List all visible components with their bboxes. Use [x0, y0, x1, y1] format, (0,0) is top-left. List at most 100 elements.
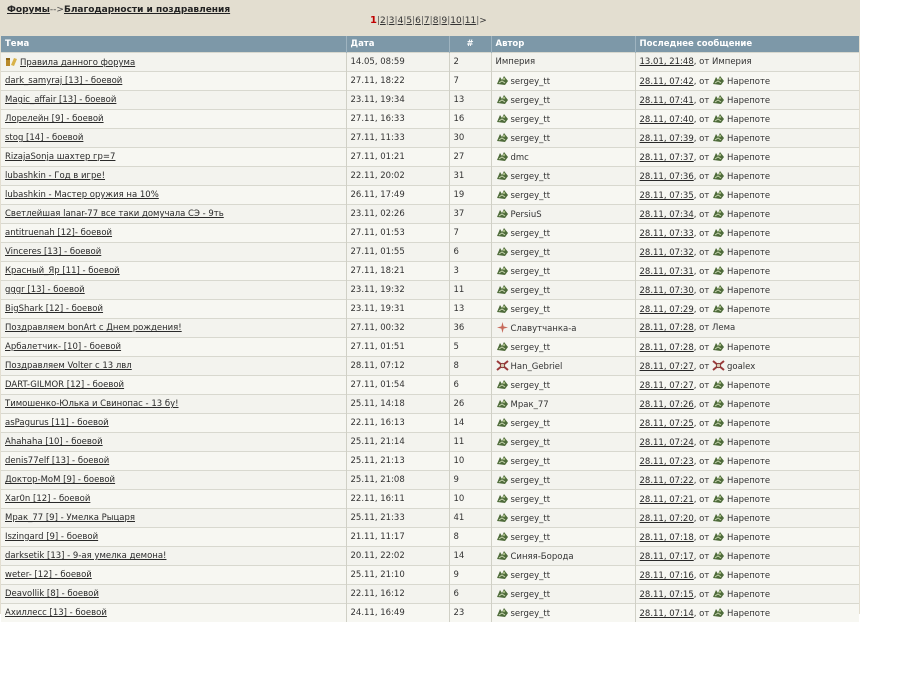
- last-post-link[interactable]: 28.11, 07:29: [639, 305, 694, 315]
- last-post-link[interactable]: 28.11, 07:36: [639, 172, 694, 182]
- topic-link[interactable]: Красный_Яр [11] - боевой: [5, 266, 120, 276]
- last-post-link[interactable]: 28.11, 07:25: [639, 419, 694, 429]
- page-link[interactable]: 5: [406, 16, 413, 26]
- clan-icon[interactable]: [496, 417, 509, 428]
- topic-link[interactable]: lubashkin - Мастер оружия на 10%: [5, 190, 159, 200]
- clan-icon[interactable]: [712, 417, 725, 428]
- topic-link[interactable]: Vinceres [13] - боевой: [5, 247, 102, 257]
- topic-link[interactable]: darksetik [13] - 9-ая умелка демона!: [5, 551, 167, 561]
- last-post-link[interactable]: 28.11, 07:35: [639, 191, 694, 201]
- page-link[interactable]: 11: [464, 16, 477, 26]
- topic-link[interactable]: Правила данного форума: [20, 58, 136, 68]
- topic-link[interactable]: Iszingard [9] - боевой: [5, 532, 99, 542]
- clan-icon[interactable]: [712, 379, 725, 390]
- clan-icon[interactable]: [712, 398, 725, 409]
- topic-link[interactable]: Magic_affair [13] - боевой: [5, 95, 117, 105]
- clan-icon[interactable]: [712, 265, 725, 276]
- page-link[interactable]: 7: [423, 16, 430, 26]
- last-post-link[interactable]: 28.11, 07:23: [639, 457, 694, 467]
- clan-icon[interactable]: [496, 227, 509, 238]
- topic-link[interactable]: weter- [12] - боевой: [5, 570, 92, 580]
- page-link[interactable]: 9: [441, 16, 448, 26]
- clan-icon[interactable]: [712, 531, 725, 542]
- topic-link[interactable]: lubashkin - Год в игре!: [5, 171, 106, 181]
- clan-icon[interactable]: [712, 151, 725, 162]
- last-post-link[interactable]: 28.11, 07:18: [639, 533, 694, 543]
- clan-icon[interactable]: [496, 132, 509, 143]
- clan-icon[interactable]: [712, 550, 725, 561]
- clan-icon[interactable]: [496, 284, 509, 295]
- last-post-link[interactable]: 13.01, 21:48: [639, 57, 694, 67]
- topic-link[interactable]: Поздравляем Volter с 13 лвл: [5, 361, 132, 371]
- topic-link[interactable]: denis77elf [13] - боевой: [5, 456, 110, 466]
- clan-icon[interactable]: [712, 588, 725, 599]
- clan-icon[interactable]: [712, 474, 725, 485]
- clan-icon[interactable]: [496, 455, 509, 466]
- last-post-link[interactable]: 28.11, 07:32: [639, 248, 694, 258]
- page-link[interactable]: 4: [397, 16, 404, 26]
- page-link[interactable]: 6: [415, 16, 421, 26]
- clan-icon[interactable]: [712, 208, 725, 219]
- last-post-link[interactable]: 28.11, 07:41: [639, 96, 694, 106]
- clan-icon[interactable]: [496, 379, 509, 390]
- clan-icon[interactable]: [496, 550, 509, 561]
- clan-icon[interactable]: [712, 227, 725, 238]
- topic-link[interactable]: Deavollik [8] - боевой: [5, 589, 99, 599]
- clan-icon[interactable]: [496, 493, 509, 504]
- last-post-link[interactable]: 28.11, 07:22: [639, 476, 694, 486]
- clan-icon[interactable]: [496, 588, 509, 599]
- last-post-link[interactable]: 28.11, 07:17: [639, 552, 694, 562]
- clan-icon[interactable]: [496, 474, 509, 485]
- next-page-link[interactable]: >: [479, 16, 487, 26]
- topic-link[interactable]: stog [14] - боевой: [5, 133, 84, 143]
- topic-link[interactable]: Xar0n [12] - боевой: [5, 494, 91, 504]
- last-post-link[interactable]: 28.11, 07:28: [639, 323, 694, 333]
- clan-icon[interactable]: [496, 531, 509, 542]
- last-post-link[interactable]: 28.11, 07:27: [639, 381, 694, 391]
- topic-link[interactable]: gggr [13] - боевой: [5, 285, 85, 295]
- clan-icon[interactable]: [712, 455, 725, 466]
- clan-icon[interactable]: [496, 189, 509, 200]
- last-post-link[interactable]: 28.11, 07:30: [639, 286, 694, 296]
- clan-icon[interactable]: [712, 94, 725, 105]
- last-post-link[interactable]: 28.11, 07:27: [639, 362, 694, 372]
- clan-icon[interactable]: [712, 512, 725, 523]
- topic-link[interactable]: RizajaSonja шахтер гр=7: [5, 152, 116, 162]
- clan-icon[interactable]: [496, 94, 509, 105]
- topic-link[interactable]: asPagurus [11] - боевой: [5, 418, 109, 428]
- last-post-link[interactable]: 28.11, 07:39: [639, 134, 694, 144]
- clan-icon[interactable]: [712, 303, 725, 314]
- clan-icon[interactable]: [712, 246, 725, 257]
- red-clan-icon[interactable]: [495, 360, 509, 371]
- clan-icon[interactable]: [496, 436, 509, 447]
- clan-icon[interactable]: [712, 493, 725, 504]
- clan-icon[interactable]: [712, 75, 725, 86]
- last-post-link[interactable]: 28.11, 07:33: [639, 229, 694, 239]
- last-post-link[interactable]: 28.11, 07:42: [639, 77, 694, 87]
- last-post-link[interactable]: 28.11, 07:40: [639, 115, 694, 125]
- last-post-link[interactable]: 28.11, 07:20: [639, 514, 694, 524]
- topic-link[interactable]: Ахиллесс [13] - боевой: [5, 608, 107, 619]
- topic-link[interactable]: Тимошенко-Юлька и Свинопас - 13 бу!: [5, 399, 179, 409]
- clan-icon[interactable]: [496, 341, 509, 352]
- page-link[interactable]: 3: [388, 16, 395, 26]
- clan-icon[interactable]: [712, 284, 725, 295]
- last-post-link[interactable]: 28.11, 07:28: [639, 343, 694, 353]
- last-post-link[interactable]: 28.11, 07:21: [639, 495, 694, 505]
- clan-icon[interactable]: [496, 569, 509, 580]
- breadcrumb-forums-link[interactable]: Форумы: [7, 5, 50, 15]
- topic-link[interactable]: Поздравляем bonArt с Днем рождения!: [5, 323, 182, 333]
- clan-icon[interactable]: [496, 398, 509, 409]
- page-link[interactable]: 2: [380, 16, 386, 26]
- clan-icon[interactable]: [712, 189, 725, 200]
- clan-icon[interactable]: [712, 132, 725, 143]
- clan-icon[interactable]: [496, 151, 509, 162]
- last-post-link[interactable]: 28.11, 07:34: [639, 210, 694, 220]
- topic-link[interactable]: Доктор-МоМ [9] - боевой: [5, 475, 116, 485]
- last-post-link[interactable]: 28.11, 07:15: [639, 590, 694, 600]
- clan-icon[interactable]: [712, 436, 725, 447]
- clan-icon[interactable]: [496, 246, 509, 257]
- topic-link[interactable]: BigShark [12] - боевой: [5, 304, 104, 314]
- page-link[interactable]: 10: [450, 16, 462, 26]
- clan-icon[interactable]: [712, 170, 725, 181]
